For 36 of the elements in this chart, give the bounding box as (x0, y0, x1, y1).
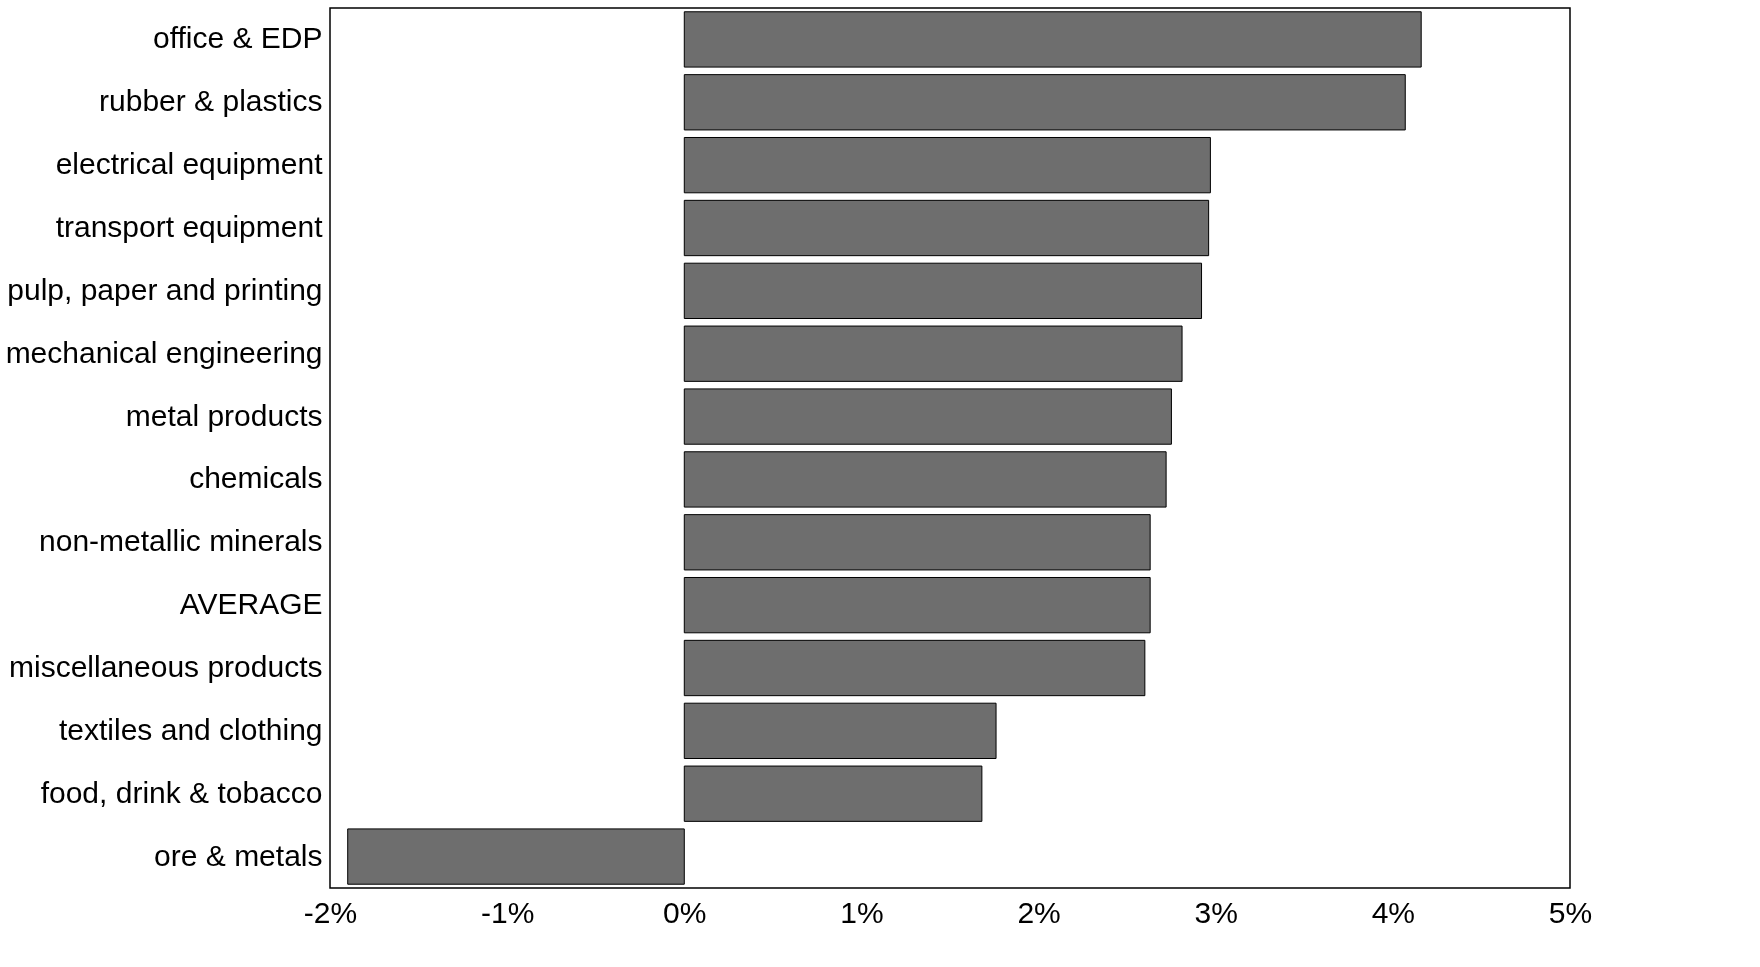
x-tick-label: 0% (663, 895, 707, 929)
x-tick-label: -1% (480, 895, 535, 929)
y-tick-label: pulp, paper and printing (7, 272, 323, 306)
bar (683, 388, 1172, 445)
y-tick-label: textiles and clothing (59, 712, 323, 746)
bar (683, 451, 1167, 508)
y-tick-label: AVERAGE (179, 587, 323, 621)
bar (683, 576, 1151, 634)
bar (683, 765, 983, 822)
bar (683, 136, 1211, 194)
y-tick-label: mechanical engineering (5, 335, 323, 369)
x-tick-label: 3% (1194, 895, 1238, 929)
x-tick-label: 4% (1371, 895, 1416, 929)
bar (683, 262, 1203, 320)
x-tick-label: 5% (1548, 895, 1593, 929)
bar (683, 702, 997, 760)
y-tick-label: metal products (125, 398, 323, 432)
y-tick-label: electrical equipment (55, 147, 324, 181)
y-tick-label: miscellaneous products (9, 650, 323, 683)
x-tick-label: 1% (840, 895, 884, 929)
bar (347, 828, 685, 885)
bar (683, 325, 1183, 382)
bar (683, 514, 1151, 571)
bar (683, 11, 1422, 68)
y-tick-label: food, drink & tobacco (40, 775, 323, 809)
y-tick-label: chemicals (189, 461, 323, 495)
y-tick-label: non-metallic minerals (39, 524, 323, 558)
x-tick-label: 2% (1017, 895, 1061, 929)
x-tick-label: -2% (303, 895, 358, 929)
y-tick-label: transport equipment (55, 210, 324, 243)
bar (683, 199, 1210, 257)
y-tick-label: rubber & plastics (99, 84, 323, 118)
y-tick-label: ore & metals (154, 838, 323, 872)
bar (683, 639, 1146, 697)
bar (683, 74, 1406, 131)
y-tick-label: office & EDP (152, 21, 323, 55)
